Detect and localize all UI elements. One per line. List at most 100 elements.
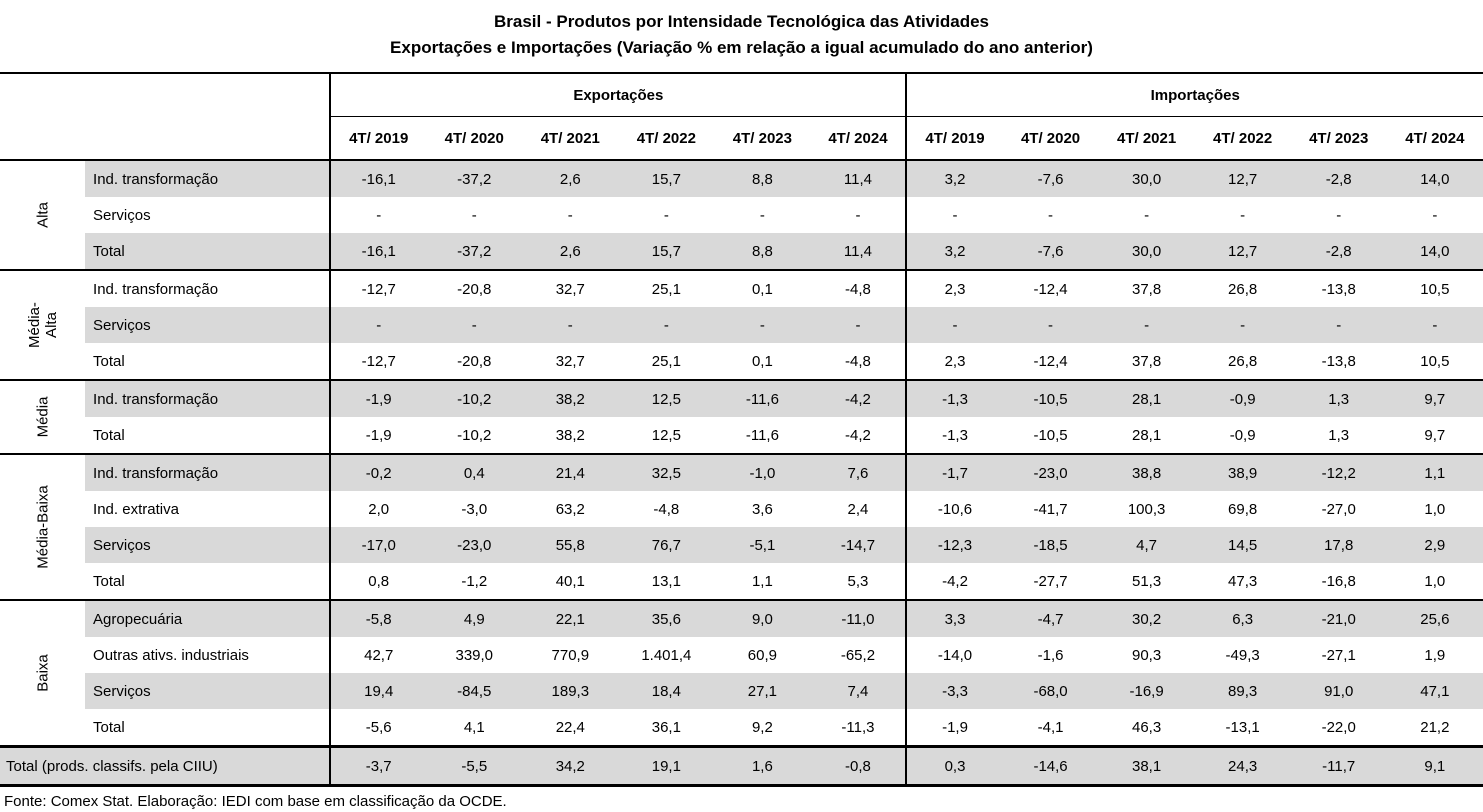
import-value-cell: -12,4 <box>1002 269 1099 307</box>
export-value-cell: 38,2 <box>522 379 619 417</box>
table-row: Total -5,6 4,1 22,4 36,1 9,2 -11,3 -1,9 -4,1 46,3… <box>0 709 1483 747</box>
export-value-cell: -5,6 <box>329 709 427 747</box>
import-value-cell: -1,7 <box>905 453 1003 491</box>
group-label-cell: Média-Alta <box>0 269 86 380</box>
export-value-cell: 38,2 <box>555 426 585 444</box>
export-value-cell: 34,2 <box>522 745 619 787</box>
import-value-cell: 3,2 <box>905 233 1003 270</box>
group-label-cell: Baixa <box>0 599 86 747</box>
import-value-cell: 12,7 <box>1194 233 1291 270</box>
export-value-cell: -3,0 <box>461 500 488 518</box>
export-value-cell: - <box>471 206 477 224</box>
import-value-cell: 37,8 <box>1132 352 1162 370</box>
export-value-cell: - <box>714 307 811 343</box>
table-row: Alta Ind. transformação -16,1 -37,2 2,6 15,7 8… <box>0 160 1483 270</box>
export-value-cell: -11,6 <box>714 379 811 417</box>
import-value-cell: 14,0 <box>1386 233 1483 270</box>
export-value-cell: 339,0 <box>455 646 494 664</box>
import-value-cell: 25,6 <box>1386 599 1483 637</box>
import-value-cell: 14,0 <box>1386 160 1483 197</box>
import-value-cell: 9,7 <box>1386 379 1483 417</box>
import-value-cell: -68,0 <box>1002 673 1099 709</box>
export-value-cell: -0,2 <box>329 453 427 491</box>
export-value-cell: 0,4 <box>426 453 523 491</box>
export-value-cell: -12,7 <box>329 269 427 307</box>
import-value-cell: 17,8 <box>1290 527 1387 563</box>
category-label: Serviços <box>85 673 331 709</box>
export-value-cell: 7,4 <box>810 673 907 709</box>
import-value-cell: - <box>1240 206 1246 224</box>
export-value-cell: 4,1 <box>463 718 485 736</box>
import-value-cell: 90,3 <box>1132 646 1162 664</box>
export-value-cell: -16,1 <box>329 160 427 197</box>
exp-period-header: 4T/ 2019 <box>329 116 427 161</box>
import-value-cell: -10,6 <box>905 491 1003 527</box>
import-value-cell: 38,1 <box>1098 745 1195 787</box>
import-value-cell: 2,3 <box>905 269 1003 307</box>
import-value-cell: 26,8 <box>1228 352 1258 370</box>
import-value-cell: -27,7 <box>1033 572 1068 590</box>
import-value-cell: 69,8 <box>1228 500 1258 518</box>
title-block: Brasil - Produtos por Intensidade Tecnol… <box>0 0 1483 72</box>
category-label: Serviços <box>93 206 151 224</box>
export-value-cell: 18,4 <box>618 673 715 709</box>
import-value-cell: -1,9 <box>905 709 1003 747</box>
category-label: Outras ativs. industriais <box>93 646 249 664</box>
import-value-cell: -2,8 <box>1290 233 1387 270</box>
group-label-cell: Média-Baixa <box>0 453 86 600</box>
export-value-cell: 22,1 <box>522 599 619 637</box>
export-value-cell: -1,0 <box>714 453 811 491</box>
table-row: Média-Alta Ind. transformação -12,7 -20,8 32… <box>0 269 1483 380</box>
export-value-cell: -4,2 <box>810 379 907 417</box>
export-value-cell: 55,8 <box>522 527 619 563</box>
category-label: Total <box>85 233 331 270</box>
export-value-cell: 15,7 <box>618 160 715 197</box>
category-label: Agropecuária <box>85 599 331 637</box>
import-value-cell: - <box>1336 206 1342 224</box>
export-value-cell: - <box>618 307 715 343</box>
export-value-cell: - <box>522 307 619 343</box>
export-value-cell: 32,5 <box>618 453 715 491</box>
export-value-cell: 8,8 <box>714 233 811 270</box>
export-value-cell: 0,1 <box>714 269 811 307</box>
import-value-cell: - <box>1290 307 1387 343</box>
import-value-cell: - <box>1098 307 1195 343</box>
export-value-cell: -4,8 <box>810 269 907 307</box>
import-value-cell: 28,1 <box>1098 379 1195 417</box>
export-value-cell: -84,5 <box>426 673 523 709</box>
import-value-cell: - <box>1048 206 1054 224</box>
import-value-cell: -3,3 <box>905 673 1003 709</box>
table-row: Serviços -17,0 -23,0 55,8 76,7 -5,1 -14,7 -12,3… <box>0 527 1483 563</box>
category-label: Ind. extrativa <box>93 500 179 518</box>
export-value-cell: 4,9 <box>426 599 523 637</box>
export-value-cell: - <box>759 206 765 224</box>
page-subtitle: Exportações e Importações (Variação % em… <box>390 38 1093 57</box>
import-value-cell: -1,6 <box>1037 646 1064 664</box>
import-value-cell: 47,1 <box>1386 673 1483 709</box>
source-note: Fonte: Comex Stat. Elaboração: IEDI com … <box>4 793 507 810</box>
import-value-cell: 1,3 <box>1290 379 1387 417</box>
page-title: Brasil - Produtos por Intensidade Tecnol… <box>494 12 989 31</box>
imp-period-header: 4T/ 2021 <box>1098 116 1195 161</box>
import-value-cell: -16,8 <box>1321 572 1356 590</box>
export-value-cell: -37,2 <box>426 233 523 270</box>
imp-period-header: 4T/ 2024 <box>1386 116 1483 161</box>
group-label-cell: Média <box>0 379 86 454</box>
export-value-cell: 3,6 <box>751 500 773 518</box>
table-row: Total 0,8 -1,2 40,1 13,1 1,1 5,3 -4,2 -27,7 51,3 4… <box>0 563 1483 600</box>
imp-period-header: 4T/ 2022 <box>1194 116 1291 161</box>
export-value-cell: 8,8 <box>714 160 811 197</box>
import-value-cell: -12,2 <box>1290 453 1387 491</box>
import-value-cell: 2,9 <box>1386 527 1483 563</box>
export-value-cell: - <box>329 197 427 233</box>
export-value-cell: -65,2 <box>840 646 876 664</box>
export-value-cell: 770,9 <box>551 646 590 664</box>
table-row: Serviços - - - - - - - - - - - - <box>0 307 1483 343</box>
export-value-cell: 19,4 <box>329 673 427 709</box>
import-value-cell: -4,1 <box>1037 718 1064 736</box>
export-value-cell: -12,7 <box>329 343 427 380</box>
export-value-cell: -1,9 <box>329 379 427 417</box>
import-value-cell: 2,3 <box>905 343 1003 380</box>
export-value-cell: -0,8 <box>810 745 907 787</box>
import-value-cell: - <box>905 307 1003 343</box>
